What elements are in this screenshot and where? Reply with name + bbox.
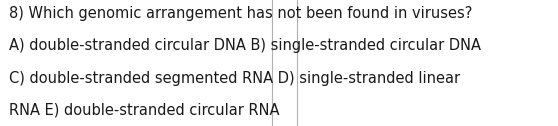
Text: C) double-stranded segmented RNA D) single-stranded linear: C) double-stranded segmented RNA D) sing… (9, 71, 460, 86)
Text: 8) Which genomic arrangement has not been found in viruses?: 8) Which genomic arrangement has not bee… (9, 6, 472, 21)
Text: RNA E) double-stranded circular RNA: RNA E) double-stranded circular RNA (9, 103, 280, 118)
Text: A) double-stranded circular DNA B) single-stranded circular DNA: A) double-stranded circular DNA B) singl… (9, 38, 481, 53)
